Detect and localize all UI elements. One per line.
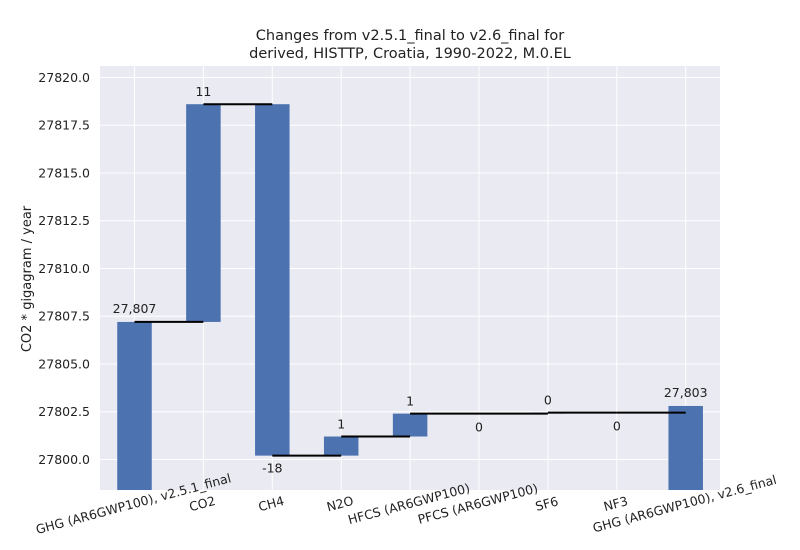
y-tick-label: 27807.5 [38, 309, 90, 324]
bar [186, 104, 221, 322]
bar [668, 405, 703, 490]
x-tick-label: SF6 [534, 493, 560, 513]
bar-value-label: 27,803 [664, 385, 708, 400]
bar-value-label: 0 [475, 420, 483, 435]
chart-title-line-2: derived, HISTTP, Croatia, 1990-2022, M.0… [249, 46, 571, 62]
x-tick-label: N2O [325, 493, 355, 515]
bar-value-label: 1 [406, 394, 414, 409]
y-tick-label: 27802.5 [38, 404, 90, 419]
y-tick-label: 27815.0 [38, 165, 90, 180]
bar-value-label: 11 [195, 84, 211, 99]
bars [117, 104, 703, 490]
chart-title-line-1: Changes from v2.5.1_final to v2.6_final … [256, 28, 564, 44]
bar-value-label: 27,807 [113, 301, 157, 316]
y-tick-label: 27810.0 [38, 261, 90, 276]
x-tick-label: CH4 [257, 493, 286, 514]
bar-value-label: 0 [544, 393, 552, 408]
bar-value-label: -18 [262, 461, 282, 476]
connector-lines [134, 103, 686, 457]
y-axis-label: CO2 * gigagram / year [20, 205, 35, 352]
y-tick-label: 27817.5 [38, 118, 90, 133]
x-tick-label: NF3 [602, 493, 630, 514]
x-tick-label: CO2 [187, 493, 217, 514]
bar [117, 321, 152, 490]
y-tick-label: 27820.0 [38, 70, 90, 85]
y-tick-label: 27800.0 [38, 452, 90, 467]
bar [323, 436, 359, 456]
y-tick-label: 27812.5 [38, 213, 90, 228]
bar-value-label: 1 [337, 417, 345, 432]
y-axis-ticks: 27800.0 27802.5 27805.0 27807.5 27810.0 27812… [38, 70, 90, 467]
y-tick-label: 27805.0 [38, 356, 90, 371]
bar [255, 104, 290, 456]
bar [392, 413, 428, 437]
bar-value-label: 0 [613, 419, 621, 434]
